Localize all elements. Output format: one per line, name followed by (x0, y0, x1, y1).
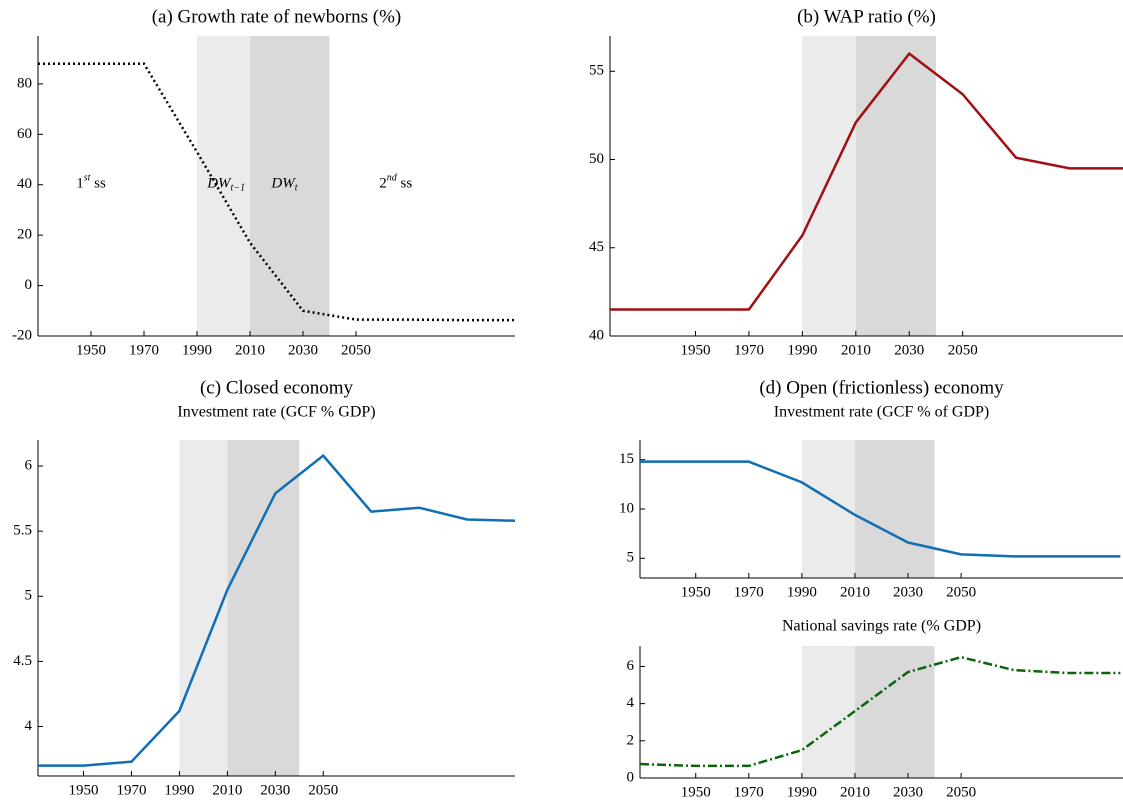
annotation-superscript: nd (387, 173, 398, 184)
y-tick-label: 40 (17, 176, 32, 192)
annotation: 2nd ss (379, 173, 412, 192)
y-tick-label: 5 (627, 550, 635, 566)
panel-subtitle: National savings rate (% GDP) (782, 618, 981, 635)
x-tick-label: 1950 (69, 782, 99, 798)
data-line (639, 655, 1121, 768)
y-tick-label: 0 (627, 769, 635, 785)
y-tick-label: 55 (589, 63, 604, 79)
annotation-text: DW (270, 176, 296, 192)
x-tick-label: 1990 (787, 784, 817, 800)
y-tick-label: 6 (25, 457, 33, 473)
x-tick-label: 2030 (893, 584, 923, 600)
y-tick-label: 50 (589, 151, 604, 167)
annotation: 1st ss (76, 173, 106, 192)
x-tick-label: 1990 (182, 342, 212, 358)
x-tick-label: 1950 (681, 784, 711, 800)
x-tick-label: 2010 (840, 784, 870, 800)
x-tick-label: 2010 (212, 782, 242, 798)
shaded-region (855, 36, 936, 336)
y-tick-label: 45 (589, 239, 604, 255)
data-line (38, 453, 516, 767)
x-tick-label: 1950 (681, 584, 711, 600)
x-tick-label: 1970 (129, 342, 159, 358)
y-tick-label: 80 (17, 75, 32, 91)
x-tick-label: 2050 (341, 342, 371, 358)
panel-subtitle: Investment rate (GCF % of GDP) (774, 404, 990, 421)
x-tick-label: 1970 (116, 782, 146, 798)
annotation-suffix: ss (397, 176, 413, 192)
x-tick-label: 2050 (946, 584, 976, 600)
shaded-region (227, 440, 300, 776)
shaded-region (250, 36, 330, 336)
panel-title: (b) WAP ratio (%) (797, 6, 936, 27)
x-tick-label: 2030 (893, 784, 923, 800)
annotation-subscript: t (295, 183, 298, 194)
x-tick-label: 1990 (164, 782, 194, 798)
y-tick-label: 15 (619, 451, 634, 467)
x-tick-label: 1970 (734, 584, 764, 600)
x-tick-label: 2010 (235, 342, 265, 358)
x-tick-label: 1950 (681, 342, 711, 358)
x-tick-label: 2050 (948, 342, 978, 358)
x-tick-label: 2010 (841, 342, 871, 358)
panel-subtitle: Investment rate (GCF % GDP) (177, 404, 375, 421)
annotation: DWt−1 (206, 176, 245, 194)
panel-title: (c) Closed economy (200, 377, 354, 398)
annotation-text: DW (206, 176, 232, 192)
y-tick-label: 5 (25, 588, 33, 604)
x-tick-label: 2050 (308, 782, 338, 798)
annotation-text: 2 (379, 176, 387, 192)
y-tick-label: 4.5 (13, 653, 32, 669)
shaded-region (854, 646, 935, 778)
x-tick-label: 2010 (840, 584, 870, 600)
y-tick-label: 20 (17, 227, 32, 243)
data-line (610, 51, 1123, 311)
y-tick-label: 60 (17, 126, 32, 142)
x-tick-label: 2030 (260, 782, 290, 798)
annotation-suffix: ss (90, 176, 106, 192)
y-tick-label: 2 (627, 732, 635, 748)
shaded-region (197, 36, 250, 336)
annotation-text: 1 (76, 176, 84, 192)
x-tick-label: 2030 (288, 342, 318, 358)
annotation-subscript: t−1 (231, 183, 246, 194)
x-tick-label: 1950 (76, 342, 106, 358)
y-tick-label: 10 (619, 500, 634, 516)
y-tick-label: -20 (12, 327, 32, 343)
shaded-region (802, 36, 856, 336)
x-tick-label: 1970 (734, 342, 764, 358)
shaded-region (854, 440, 935, 578)
y-tick-label: 0 (25, 277, 33, 293)
x-tick-label: 1990 (787, 342, 817, 358)
x-tick-label: 2050 (946, 784, 976, 800)
panel-title: (a) Growth rate of newborns (%) (152, 6, 402, 27)
data-line (640, 460, 1121, 558)
x-tick-label: 2030 (894, 342, 924, 358)
y-tick-label: 4 (25, 718, 33, 734)
x-tick-label: 1990 (787, 584, 817, 600)
annotation: DWt (270, 176, 297, 194)
panel-title: (d) Open (frictionless) economy (759, 377, 1004, 398)
y-tick-label: 40 (589, 327, 604, 343)
x-tick-label: 1970 (734, 784, 764, 800)
y-tick-label: 6 (627, 658, 635, 674)
annotation-superscript: st (84, 173, 91, 184)
y-tick-label: 4 (627, 695, 635, 711)
shaded-region (801, 646, 855, 778)
y-tick-label: 5.5 (13, 523, 32, 539)
